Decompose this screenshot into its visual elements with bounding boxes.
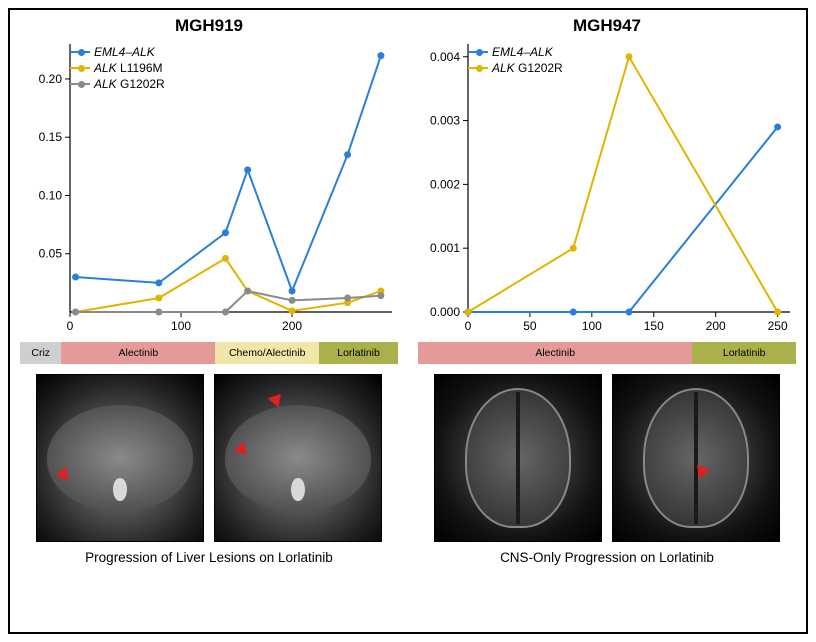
svg-text:100: 100	[171, 319, 191, 333]
legend-swatch-dot	[476, 65, 483, 72]
panel-title-right: MGH947	[418, 16, 796, 36]
legend-swatch-dot	[78, 65, 85, 72]
brain-midline	[516, 392, 519, 525]
legend-item: EML4–ALK	[70, 44, 165, 60]
legend-item: ALK G1202R	[468, 60, 563, 76]
scan-image	[214, 374, 382, 542]
svg-text:150: 150	[644, 319, 664, 333]
svg-text:0.20: 0.20	[39, 72, 63, 86]
caption-left: Progression of Liver Lesions on Lorlatin…	[20, 550, 398, 565]
svg-text:100: 100	[582, 319, 602, 333]
svg-text:0.15: 0.15	[39, 130, 63, 144]
legend-item: ALK L1196M	[70, 60, 165, 76]
chart-right: EML4–ALKALK G1202R 0501001502002500.0000…	[418, 38, 796, 338]
legend-swatch-line	[468, 67, 488, 69]
legend-swatch-dot	[78, 81, 85, 88]
svg-text:0.000: 0.000	[430, 305, 460, 319]
treatment-bar-right: AlectinibLorlatinib	[418, 342, 796, 364]
legend-item: ALK G1202R	[70, 76, 165, 92]
svg-text:0.05: 0.05	[39, 247, 63, 261]
brain-midline	[694, 392, 697, 525]
treatment-segment: Alectinib	[61, 342, 215, 364]
legend-swatch-dot	[78, 49, 85, 56]
scan-row-right	[418, 374, 796, 542]
panel-mgh919: MGH919 EML4–ALK ALK L1196M ALK G1202R 0 100…	[10, 10, 408, 632]
treatment-bar-left: CrizAlectinibChemo/AlectinibLorlatinib	[20, 342, 398, 364]
svg-text:250: 250	[768, 319, 788, 333]
legend-left: EML4–ALK ALK L1196M ALK G1202R	[70, 44, 165, 92]
legend-item: EML4–ALK	[468, 44, 563, 60]
svg-text:0.002: 0.002	[430, 177, 460, 191]
legend-label: ALK G1202R	[94, 77, 165, 91]
legend-label: EML4–ALK	[94, 45, 155, 59]
legend-swatch-line	[70, 83, 90, 85]
svg-text:0.003: 0.003	[430, 114, 460, 128]
legend-swatch-line	[70, 51, 90, 53]
legend-label: ALK G1202R	[492, 61, 563, 75]
treatment-segment: Lorlatinib	[319, 342, 398, 364]
spine-shadow	[291, 478, 304, 501]
spine-shadow	[113, 478, 126, 501]
svg-text:200: 200	[706, 319, 726, 333]
treatment-segment: Lorlatinib	[692, 342, 796, 364]
scan-image	[612, 374, 780, 542]
caption-right: CNS-Only Progression on Lorlatinib	[418, 550, 796, 565]
svg-text:0.001: 0.001	[430, 241, 460, 255]
figure-container: MGH919 EML4–ALK ALK L1196M ALK G1202R 0 100…	[8, 8, 808, 634]
scan-row-left	[20, 374, 398, 542]
legend-label: ALK L1196M	[94, 61, 163, 75]
scan-image	[36, 374, 204, 542]
svg-text:50: 50	[523, 319, 537, 333]
chart-svg-right: 0 50 100 150 200 250 0.000 0.001 0.002 0.003 0.004	[418, 38, 796, 338]
legend-swatch-line	[468, 51, 488, 53]
legend-label: EML4–ALK	[492, 45, 553, 59]
chart-left: EML4–ALK ALK L1196M ALK G1202R 0 100 200 0.05…	[20, 38, 398, 338]
legend-swatch-dot	[476, 49, 483, 56]
svg-text:0: 0	[67, 319, 74, 333]
treatment-segment: Alectinib	[418, 342, 692, 364]
legend-right: EML4–ALK ALK G1202R	[468, 44, 563, 76]
panel-mgh947: MGH947 EML4–ALK ALK G1202R 0 50 100 150 200 25…	[408, 10, 806, 632]
svg-text:0: 0	[465, 319, 472, 333]
svg-text:0.10: 0.10	[39, 188, 63, 202]
legend-swatch-line	[70, 67, 90, 69]
treatment-segment: Chemo/Alectinib	[215, 342, 319, 364]
panel-title-left: MGH919	[20, 16, 398, 36]
svg-text:200: 200	[282, 319, 302, 333]
scan-image	[434, 374, 602, 542]
treatment-segment: Criz	[20, 342, 61, 364]
svg-text:0.004: 0.004	[430, 50, 460, 64]
